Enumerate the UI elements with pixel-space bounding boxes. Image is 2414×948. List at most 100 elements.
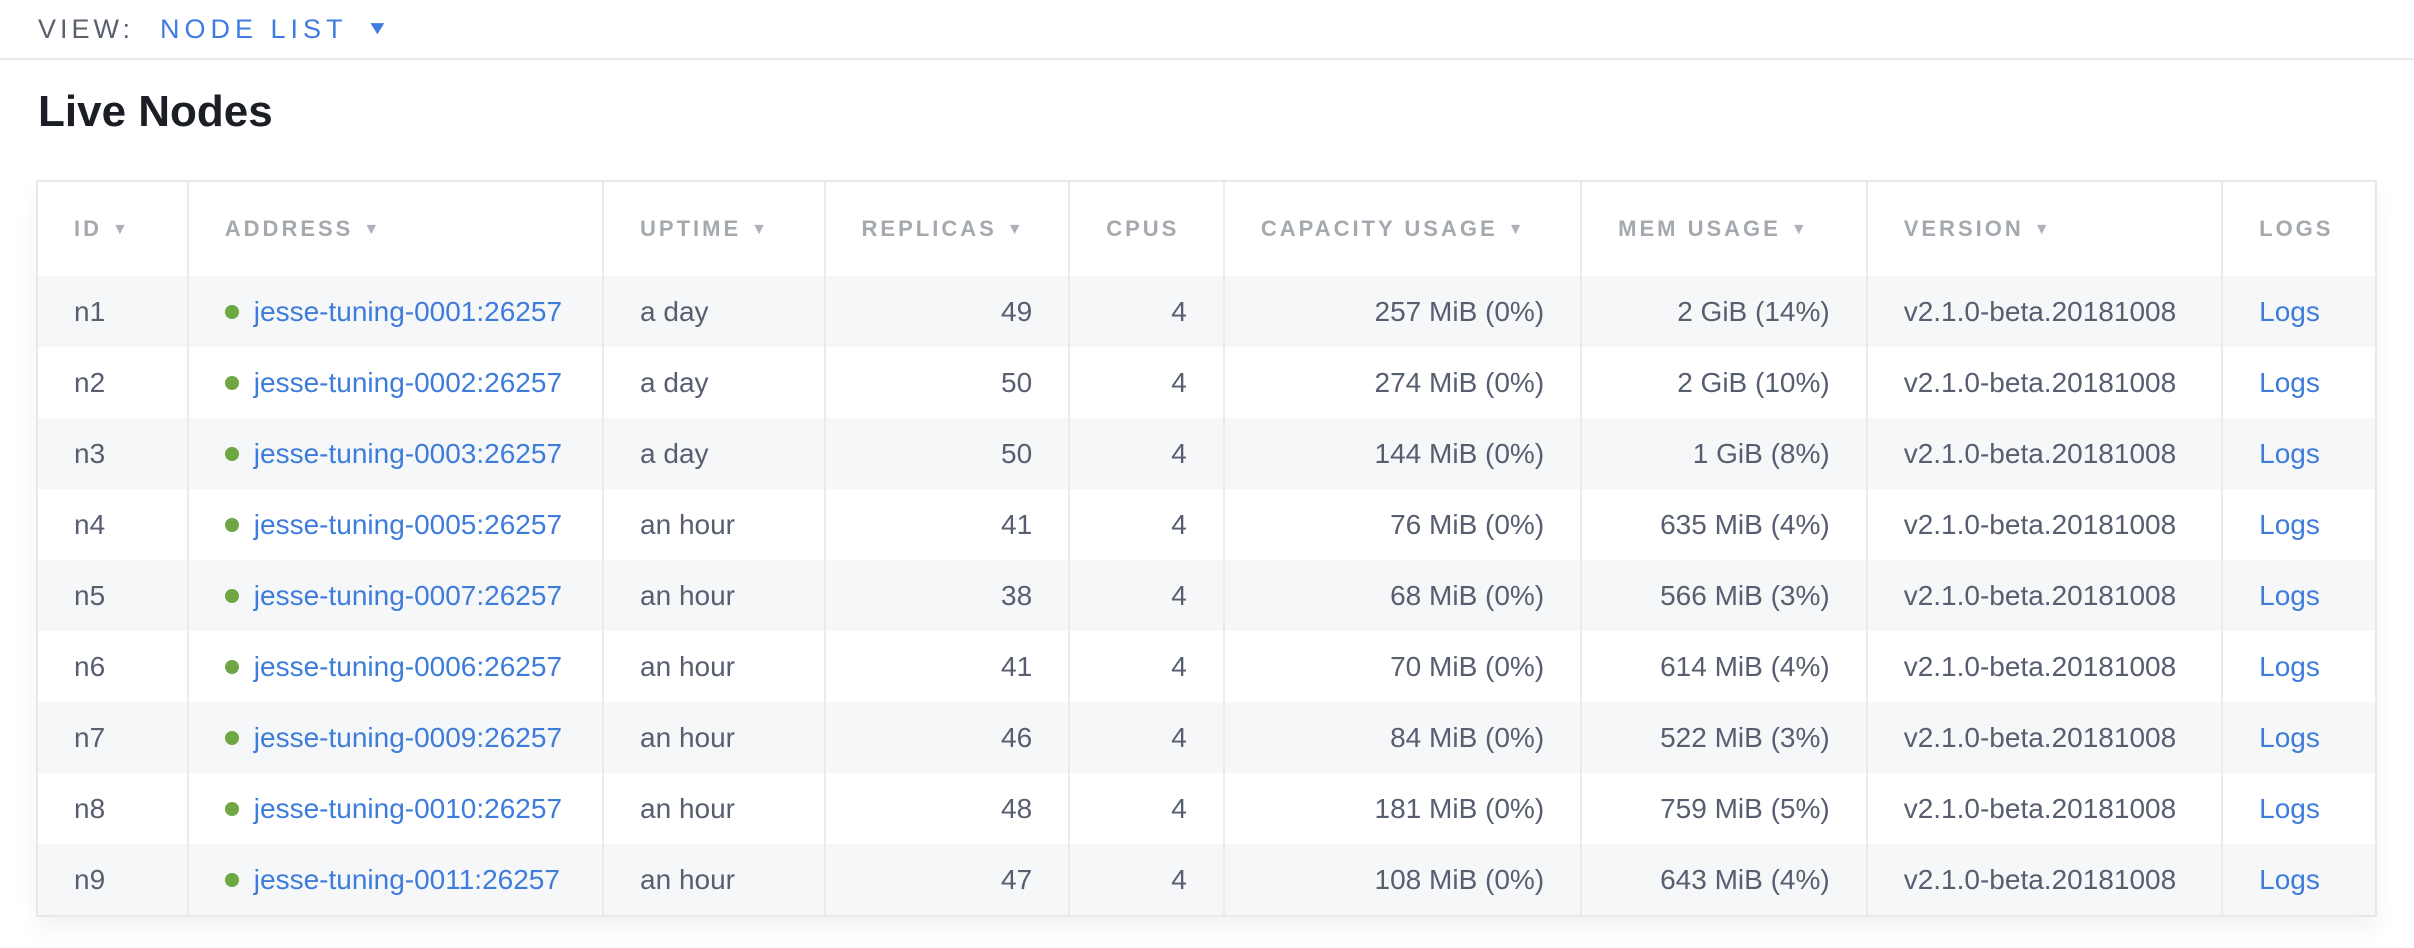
column-header-label: LOGS <box>2259 216 2334 241</box>
node-row-n8: n8 jesse-tuning-0010:26257 an hour 48 4 181 M… <box>38 773 2375 844</box>
node-row-n5: n5 jesse-tuning-0007:26257 an hour 38 4 68 Mi… <box>38 560 2375 631</box>
column-header-address[interactable]: ADDRESS ▼ <box>186 182 604 276</box>
cell-capacity: 144 MiB (0%) <box>1222 418 1582 489</box>
cell-capacity: 70 MiB (0%) <box>1222 631 1582 702</box>
column-header-uptime[interactable]: UPTIME ▼ <box>602 182 825 276</box>
node-address-link[interactable]: jesse-tuning-0005:26257 <box>253 508 563 540</box>
cell-cpus: 4 <box>1068 276 1224 347</box>
cell-address: jesse-tuning-0011:26257 <box>186 844 604 915</box>
cell-uptime: a day <box>602 347 825 418</box>
cell-id: n5 <box>74 579 106 611</box>
node-row-n2: n2 jesse-tuning-0002:26257 a day 50 4 274 MiB… <box>38 347 2375 418</box>
node-row-n6: n6 jesse-tuning-0006:26257 an hour 41 4 70 Mi… <box>38 631 2375 702</box>
cell-logs: Logs <box>2221 276 2375 347</box>
cell-logs: Logs <box>2221 702 2375 773</box>
column-header-cpus: CPUS <box>1068 182 1224 276</box>
node-logs-link[interactable]: Logs <box>2259 508 2320 540</box>
node-address-link[interactable]: jesse-tuning-0010:26257 <box>253 792 563 824</box>
cell-mem: 635 MiB (4%) <box>1580 489 1867 560</box>
column-header-id[interactable]: ID ▼ <box>38 182 188 276</box>
node-health-status-icon <box>224 872 239 887</box>
sort-arrow-icon: ▼ <box>2033 221 2053 238</box>
node-row-n1: n1 jesse-tuning-0001:26257 a day 49 4 257 MiB… <box>38 276 2375 347</box>
cell-mem: 614 MiB (4%) <box>1580 631 1867 702</box>
node-logs-link[interactable]: Logs <box>2259 792 2320 824</box>
node-health-status-icon <box>224 730 239 745</box>
cell-mem: 2 GiB (10%) <box>1580 347 1867 418</box>
cell-version: v2.1.0-beta.20181008 <box>1865 489 2223 560</box>
node-address-link[interactable]: jesse-tuning-0011:26257 <box>253 863 560 895</box>
node-logs-link[interactable]: Logs <box>2259 650 2320 682</box>
column-header-mem[interactable]: MEM USAGE ▼ <box>1580 182 1867 276</box>
cell-address: jesse-tuning-0001:26257 <box>186 276 604 347</box>
cell-mem: 643 MiB (4%) <box>1580 844 1867 915</box>
sort-arrow-icon: ▼ <box>1790 221 1810 238</box>
chevron-down-icon: ▼ <box>365 18 389 39</box>
cell-replicas: 41 <box>823 489 1070 560</box>
column-header-replicas[interactable]: REPLICAS ▼ <box>823 182 1070 276</box>
cell-cpus: 4 <box>1068 631 1224 702</box>
node-address-link[interactable]: jesse-tuning-0009:26257 <box>253 721 563 753</box>
cell-logs: Logs <box>2221 418 2375 489</box>
column-header-version[interactable]: VERSION ▼ <box>1865 182 2223 276</box>
node-address-link[interactable]: jesse-tuning-0002:26257 <box>253 366 563 398</box>
cell-capacity: 68 MiB (0%) <box>1222 560 1582 631</box>
cell-replicas: 47 <box>823 844 1070 915</box>
cell-id: n4 <box>74 508 106 540</box>
sort-arrow-icon: ▼ <box>1507 221 1527 238</box>
cell-capacity: 181 MiB (0%) <box>1222 773 1582 844</box>
cell-logs: Logs <box>2221 844 2375 915</box>
view-selector-dropdown[interactable]: NODE LIST ▼ <box>160 14 389 45</box>
node-logs-link[interactable]: Logs <box>2259 366 2320 398</box>
main-content: Live Nodes ID ▼ ADDRESS ▼ UPTIME ▼ REPLICAS ▼ CP… <box>0 60 2414 917</box>
cell-capacity: 108 MiB (0%) <box>1222 844 1582 915</box>
column-header-label: ADDRESS <box>224 216 354 241</box>
sort-arrow-icon: ▼ <box>363 221 383 238</box>
cell-cpus: 4 <box>1068 418 1224 489</box>
cell-address: jesse-tuning-0007:26257 <box>186 560 604 631</box>
cell-mem: 522 MiB (3%) <box>1580 702 1867 773</box>
column-header-label: ID <box>74 216 102 241</box>
column-header-logs: LOGS <box>2221 182 2375 276</box>
cell-uptime: an hour <box>602 844 825 915</box>
node-logs-link[interactable]: Logs <box>2259 579 2320 611</box>
node-address-link[interactable]: jesse-tuning-0003:26257 <box>253 437 563 469</box>
node-logs-link[interactable]: Logs <box>2259 437 2320 469</box>
column-header-label: CPUS <box>1106 216 1180 241</box>
node-address-link[interactable]: jesse-tuning-0007:26257 <box>253 579 563 611</box>
node-health-status-icon <box>224 588 239 603</box>
column-header-capacity[interactable]: CAPACITY USAGE ▼ <box>1222 182 1582 276</box>
cell-id: n7 <box>74 721 106 753</box>
cell-capacity: 76 MiB (0%) <box>1222 489 1582 560</box>
node-address-link[interactable]: jesse-tuning-0001:26257 <box>253 295 563 327</box>
live-nodes-card: ID ▼ ADDRESS ▼ UPTIME ▼ REPLICAS ▼ CPUS CAPACITY … <box>36 180 2377 917</box>
cell-version: v2.1.0-beta.20181008 <box>1865 276 2223 347</box>
node-logs-link[interactable]: Logs <box>2259 295 2320 327</box>
cell-version: v2.1.0-beta.20181008 <box>1865 844 2223 915</box>
column-header-label: REPLICAS <box>861 216 997 241</box>
cell-logs: Logs <box>2221 489 2375 560</box>
node-row-n4: n4 jesse-tuning-0005:26257 an hour 41 4 76 Mi… <box>38 489 2375 560</box>
cell-uptime: an hour <box>602 773 825 844</box>
cell-logs: Logs <box>2221 560 2375 631</box>
column-header-label: CAPACITY USAGE <box>1260 216 1498 241</box>
cell-address: jesse-tuning-0006:26257 <box>186 631 604 702</box>
cell-id: n2 <box>74 366 106 398</box>
cell-logs: Logs <box>2221 773 2375 844</box>
node-logs-link[interactable]: Logs <box>2259 863 2320 895</box>
cell-uptime: a day <box>602 276 825 347</box>
cell-address: jesse-tuning-0002:26257 <box>186 347 604 418</box>
column-header-label: MEM USAGE <box>1618 216 1781 241</box>
cell-uptime: an hour <box>602 631 825 702</box>
node-health-status-icon <box>224 517 239 532</box>
node-address-link[interactable]: jesse-tuning-0006:26257 <box>253 650 563 682</box>
node-logs-link[interactable]: Logs <box>2259 721 2320 753</box>
cell-id: n6 <box>74 650 106 682</box>
column-header-label: VERSION <box>1903 216 2024 241</box>
live-nodes-table: ID ▼ ADDRESS ▼ UPTIME ▼ REPLICAS ▼ CPUS CAPACITY … <box>38 182 2375 915</box>
cell-replicas: 41 <box>823 631 1070 702</box>
cell-cpus: 4 <box>1068 844 1224 915</box>
cell-version: v2.1.0-beta.20181008 <box>1865 702 2223 773</box>
cell-capacity: 257 MiB (0%) <box>1222 276 1582 347</box>
cell-address: jesse-tuning-0010:26257 <box>186 773 604 844</box>
